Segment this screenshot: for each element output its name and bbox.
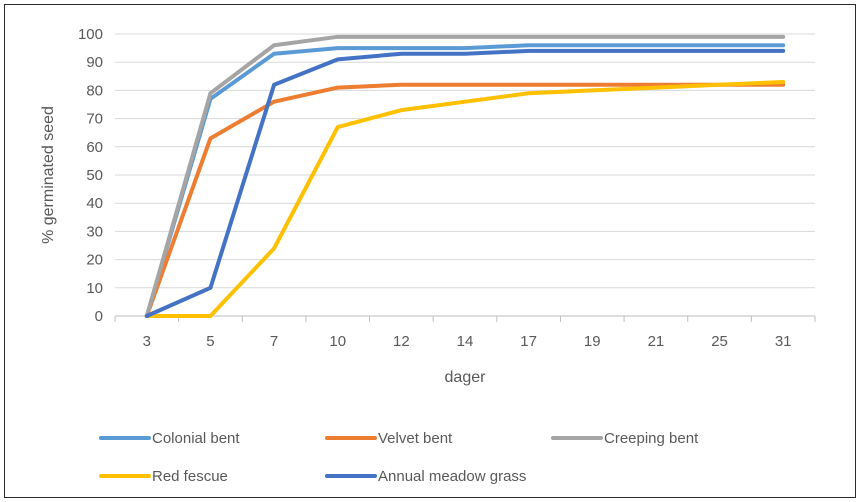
line-chart: 0 10 20 30 40 50 60 70 80 90 100 3 5 7 10 12 14 17 19 21 25… — [40, 26, 816, 485]
y-tick-label: 0 — [95, 308, 103, 325]
legend-label: Colonial bent — [152, 430, 240, 447]
y-tick-label: 100 — [78, 26, 103, 43]
series-lines — [144, 34, 786, 318]
y-tick-label: 70 — [86, 111, 103, 128]
legend-item: Colonial bent — [99, 430, 240, 447]
legend-label: Creeping bent — [604, 430, 699, 447]
x-tick-label: 31 — [775, 333, 792, 350]
x-tick-label: 17 — [520, 333, 537, 350]
x-tick-label: 12 — [393, 333, 410, 350]
y-tick-label: 10 — [86, 280, 103, 297]
x-axis-title: dager — [445, 369, 487, 386]
y-axis-ticks: 0 10 20 30 40 50 60 70 80 90 100 — [78, 26, 103, 325]
x-tick-label: 21 — [648, 333, 665, 350]
y-tick-label: 80 — [86, 82, 103, 99]
x-tick-label: 7 — [270, 333, 278, 350]
x-axis-ticks: 3 5 7 10 12 14 17 19 21 25 31 — [114, 316, 816, 350]
legend-label: Velvet bent — [378, 430, 453, 447]
legend: Colonial bent Velvet bent Creeping bent Red… — [99, 430, 699, 485]
x-tick-label: 3 — [143, 333, 151, 350]
x-tick-label: 5 — [206, 333, 214, 350]
y-axis-title: % germinated seed — [40, 106, 57, 244]
y-tick-label: 30 — [86, 223, 103, 240]
legend-item: Creeping bent — [551, 430, 699, 447]
series-line-creeping-bent — [144, 34, 786, 318]
y-tick-label: 60 — [86, 139, 103, 156]
legend-item: Annual meadow grass — [325, 468, 526, 485]
gridlines — [115, 33, 815, 317]
legend-label: Annual meadow grass — [378, 468, 526, 485]
series-line-red-fescue — [144, 79, 786, 318]
y-tick-label: 50 — [86, 167, 103, 184]
y-tick-label: 40 — [86, 195, 103, 212]
y-tick-label: 20 — [86, 252, 103, 269]
legend-item: Velvet bent — [325, 430, 453, 447]
x-tick-label: 19 — [584, 333, 601, 350]
series-line-colonial-bent — [144, 43, 786, 318]
y-tick-label: 90 — [86, 54, 103, 71]
legend-item: Red fescue — [99, 468, 228, 485]
x-tick-label: 25 — [711, 333, 728, 350]
x-tick-label: 14 — [457, 333, 474, 350]
chart-frame: 0 10 20 30 40 50 60 70 80 90 100 3 5 7 10 12 14 17 19 21 25… — [4, 4, 856, 498]
series-line-annual-meadow-grass — [144, 48, 786, 318]
legend-label: Red fescue — [152, 468, 228, 485]
x-tick-label: 10 — [329, 333, 346, 350]
